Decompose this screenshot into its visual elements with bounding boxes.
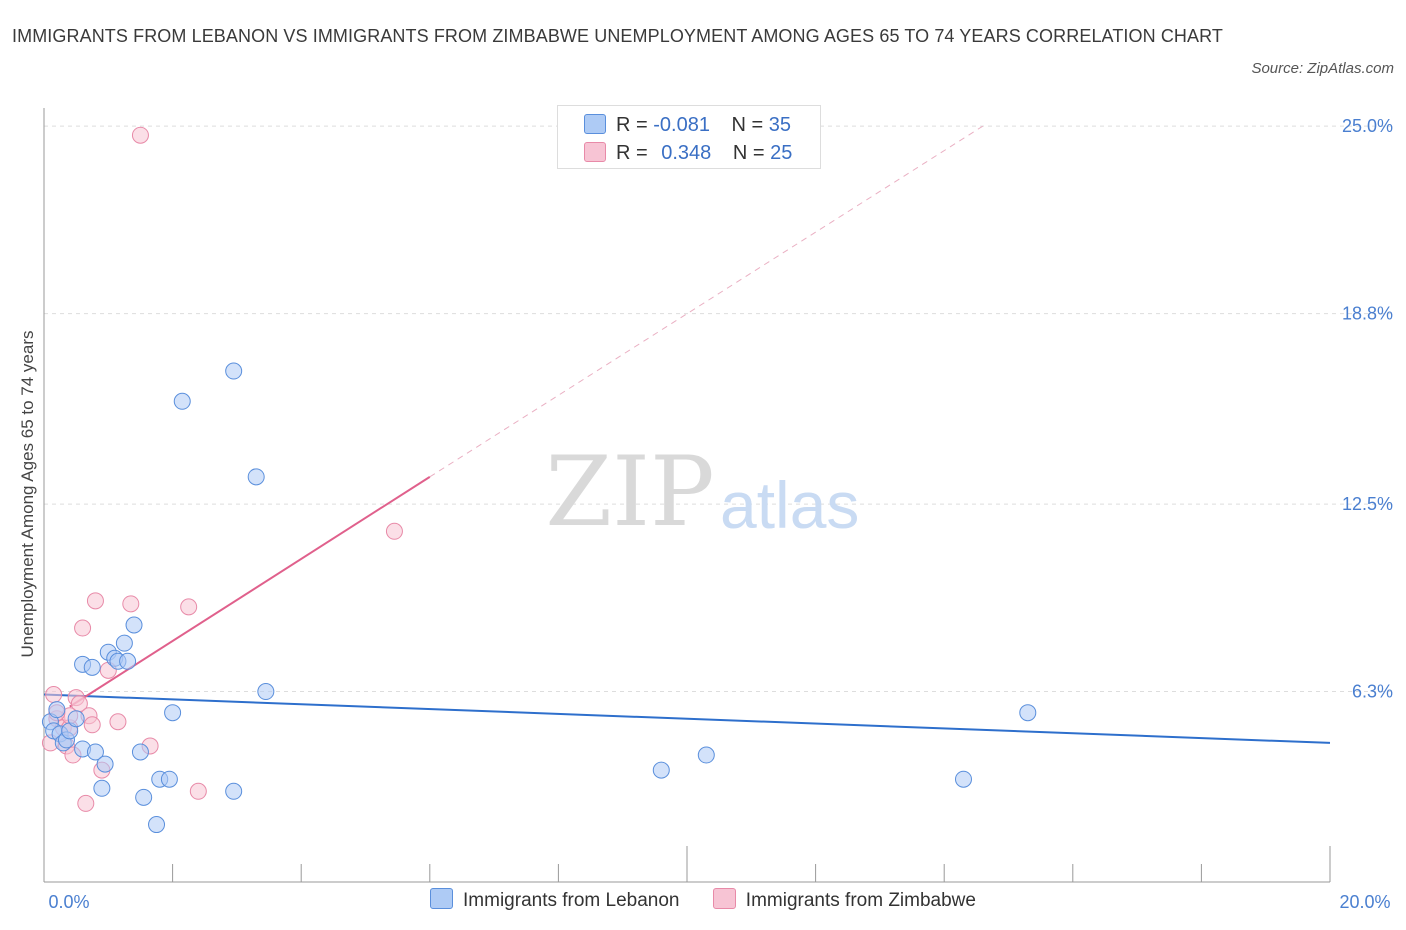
point-zimbabwe (109, 713, 127, 731)
watermark: ZIP atlas (545, 436, 859, 548)
y-tick-label: 18.8% (1342, 304, 1393, 324)
r-label: R = (616, 114, 648, 136)
point-lebanon (67, 710, 85, 728)
point-lebanon (652, 761, 670, 779)
point-lebanon (164, 704, 182, 722)
point-lebanon (119, 652, 137, 670)
point-zimbabwe (189, 782, 207, 800)
point-zimbabwe (131, 126, 149, 144)
series-legend: Immigrants from Lebanon Immigrants from … (0, 888, 1406, 912)
trend-lines (43, 125, 1331, 744)
point-lebanon (86, 743, 104, 761)
data-points (41, 126, 1037, 834)
point-lebanon (148, 816, 166, 834)
x-tick-label: 20.0% (1339, 892, 1390, 912)
point-zimbabwe (77, 794, 95, 812)
legend-row-lebanon: R = -0.081 N = 35 (584, 112, 791, 138)
legend-label-lebanon: Immigrants from Lebanon (463, 890, 680, 911)
point-zimbabwe (74, 619, 92, 637)
point-zimbabwe (180, 598, 198, 616)
source-label: Source: ZipAtlas.com (1251, 60, 1394, 77)
trendline-zimbabwe (69, 476, 431, 708)
zimbabwe-swatch (584, 142, 606, 162)
trendline-zimbabwe-extension (429, 125, 984, 478)
y-axis-label: Unemployment Among Ages 65 to 74 years (18, 331, 37, 658)
y-tick-label: 12.5% (1342, 494, 1393, 514)
legend-row-zimbabwe: R = 0.348 N = 25 (584, 140, 792, 166)
point-lebanon (225, 782, 243, 800)
zimbabwe-legend-swatch (712, 888, 736, 909)
point-lebanon (257, 683, 275, 701)
point-lebanon (131, 743, 149, 761)
trendline-lebanon (43, 693, 1331, 744)
point-lebanon (1019, 704, 1037, 722)
point-lebanon (954, 770, 972, 788)
point-zimbabwe (86, 592, 104, 610)
chart-title: IMMIGRANTS FROM LEBANON VS IMMIGRANTS FR… (12, 26, 1223, 46)
legend-label-zimbabwe: Immigrants from Zimbabwe (745, 890, 976, 911)
point-lebanon (115, 634, 133, 652)
n-value-zimbabwe: 25 (770, 142, 793, 164)
point-lebanon (697, 746, 715, 764)
watermark-zip: ZIP (545, 436, 714, 548)
r-value-lebanon: -0.081 (653, 114, 710, 136)
correlation-legend: R = -0.081 N = 35 R = 0.348 N = 25 (557, 105, 821, 169)
axes (43, 108, 1331, 883)
point-zimbabwe (45, 686, 63, 704)
r-value-zimbabwe: 0.348 (661, 142, 712, 164)
y-tick-labels: 6.3% 12.5% 18.8% 25.0% (1342, 116, 1393, 701)
grid-lines (44, 125, 1395, 693)
point-lebanon (173, 392, 191, 410)
point-zimbabwe (83, 716, 101, 734)
point-lebanon (83, 658, 101, 676)
point-zimbabwe (122, 595, 140, 613)
point-lebanon (48, 701, 66, 719)
lebanon-swatch (584, 114, 606, 134)
n-value-lebanon: 35 (768, 114, 792, 136)
point-lebanon (96, 755, 114, 773)
point-lebanon (125, 616, 143, 634)
x-tick-label: 0.0% (48, 892, 89, 912)
lebanon-legend-swatch (430, 888, 454, 909)
point-lebanon (160, 770, 178, 788)
n-label: N = (732, 142, 765, 164)
y-tick-label: 25.0% (1342, 116, 1393, 136)
point-zimbabwe (385, 522, 403, 540)
watermark-atlas: atlas (720, 468, 859, 542)
y-tick-label: 6.3% (1352, 682, 1393, 702)
legend-item-lebanon[interactable]: Immigrants from Lebanon (430, 888, 680, 912)
point-lebanon (93, 779, 111, 797)
r-label: R = (616, 142, 648, 164)
point-lebanon (225, 362, 243, 380)
n-label: N = (731, 114, 764, 136)
point-lebanon (247, 468, 265, 486)
x-tick-labels: 0.0% 20.0% (48, 892, 1390, 912)
legend-item-zimbabwe[interactable]: Immigrants from Zimbabwe (712, 888, 976, 912)
point-lebanon (135, 788, 153, 806)
